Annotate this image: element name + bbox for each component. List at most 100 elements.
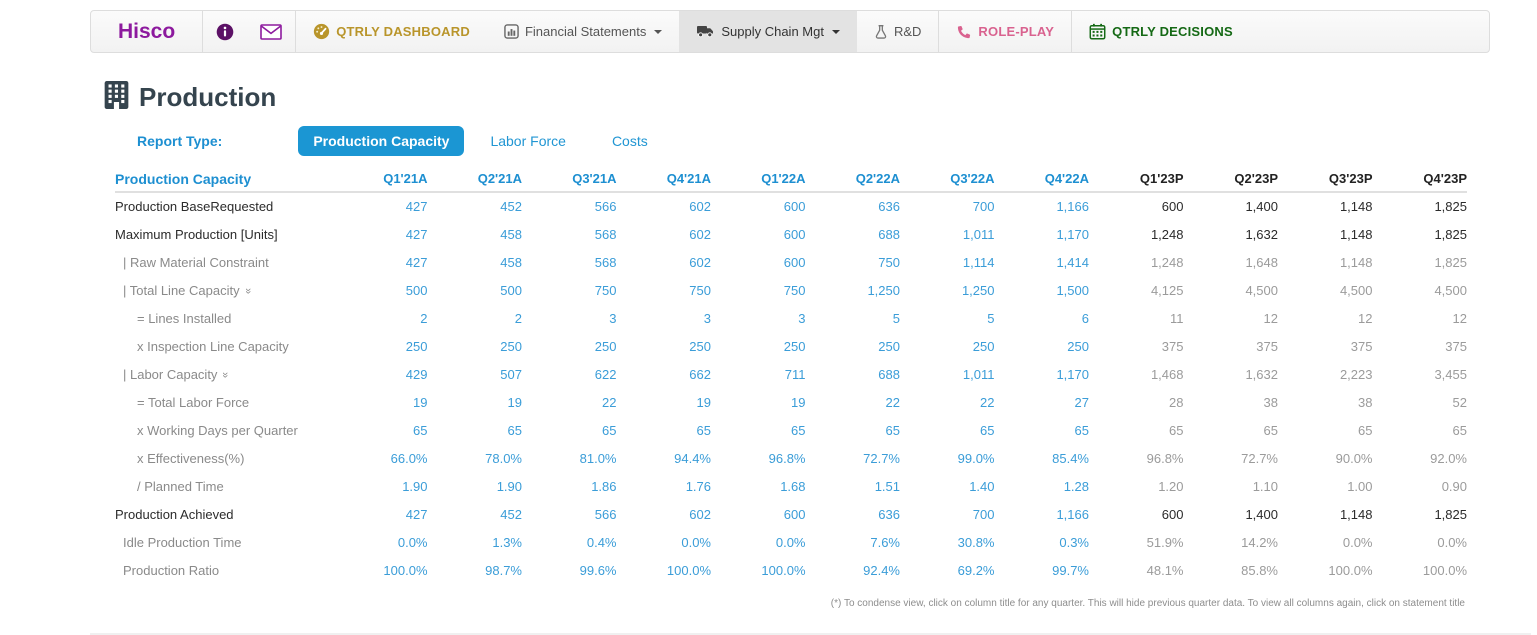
nav-item-label: QTRLY DASHBOARD: [336, 24, 470, 39]
column-header-q4-21a[interactable]: Q4'21A: [616, 166, 711, 193]
nav-qtrly-decisions[interactable]: QTRLY DECISIONS: [1072, 11, 1250, 52]
cell: 600: [783, 254, 806, 270]
column-header-q1-23p[interactable]: Q1'23P: [1089, 166, 1184, 193]
cell: 22: [885, 394, 900, 410]
cell: 375: [1161, 338, 1184, 354]
flask-icon: [874, 24, 888, 39]
cell: 1,400: [1245, 199, 1278, 214]
cell: 48.1%: [1146, 562, 1184, 578]
cell: 38: [1263, 394, 1278, 410]
phone-icon: [956, 24, 972, 40]
page-title: Production: [139, 82, 277, 112]
cell: 1,500: [1056, 282, 1089, 298]
table-row: x Effectiveness(%) 66.0% 78.0% 81.0% 94.4% 96…: [115, 444, 1467, 472]
report-type-label: Report Type:: [137, 133, 223, 149]
column-header-q3-21a[interactable]: Q3'21A: [522, 166, 617, 193]
cell: 81.0%: [579, 450, 617, 466]
nav-item-label: Supply Chain Mgt: [721, 24, 824, 39]
table-row: Idle Production Time 0.0% 1.3% 0.4% 0.0% 0.0%…: [115, 528, 1467, 556]
cell: 688: [878, 366, 900, 382]
cell: 1.3%: [492, 534, 522, 550]
row-label[interactable]: | Labor Capacity»: [123, 366, 232, 382]
cell: 250: [594, 338, 617, 354]
column-header-q4-23p[interactable]: Q4'23P: [1372, 166, 1467, 193]
cell: 1,825: [1434, 199, 1467, 214]
column-header-q4-22a[interactable]: Q4'22A: [994, 166, 1089, 193]
cell: 4,500: [1245, 282, 1278, 298]
cell: 1,148: [1339, 199, 1373, 214]
cell: 1,011: [962, 226, 995, 242]
cell: 1.51: [874, 478, 900, 494]
cell: 600: [783, 226, 806, 242]
cell: 69.2%: [957, 562, 995, 578]
table-row: | Labor Capacity» 429 507 622 662 711 688 1,011…: [115, 360, 1467, 388]
cell: 1,114: [962, 254, 995, 270]
cell: 1,250: [867, 282, 900, 298]
truck-icon: [696, 24, 715, 39]
cell: 72.7%: [1241, 450, 1278, 466]
nav-item-label: QTRLY DECISIONS: [1112, 24, 1233, 39]
cell: 5: [892, 310, 900, 326]
column-header-q2-22a[interactable]: Q2'22A: [805, 166, 900, 193]
row-label[interactable]: | Total Line Capacity»: [123, 282, 254, 298]
cell: 600: [783, 199, 806, 214]
cell: 250: [783, 338, 806, 354]
info-button[interactable]: [203, 11, 247, 52]
cell: 1,468: [1150, 366, 1184, 382]
cell: 66.0%: [390, 450, 428, 466]
dashboard-icon: [313, 23, 330, 40]
tab-production-capacity[interactable]: Production Capacity: [298, 126, 465, 156]
cell: 65: [413, 422, 428, 438]
calendar-icon: [1089, 23, 1106, 40]
cell: 600: [783, 506, 806, 522]
top-navbar: Hisco QTRLY DASHBOARD Financial Statemen…: [90, 10, 1490, 53]
nav-qtrly-dashboard[interactable]: QTRLY DASHBOARD: [296, 11, 487, 52]
cell: 52: [1452, 394, 1467, 410]
cell: 375: [1256, 338, 1278, 354]
bar-chart-icon: [504, 24, 519, 39]
table-row: Production BaseRequested 427 452 566 602 600 6…: [115, 192, 1467, 220]
mail-button[interactable]: [247, 11, 295, 52]
table-row: x Working Days per Quarter 65 65 65 65 65 65 65…: [115, 416, 1467, 444]
cell: 750: [878, 254, 900, 270]
cell: 662: [689, 366, 711, 382]
cell: 566: [594, 506, 617, 522]
cell: 65: [1169, 422, 1184, 438]
cell: 636: [878, 506, 900, 522]
nav-rnd[interactable]: R&D: [857, 11, 938, 52]
cell: 12: [1358, 310, 1373, 326]
table-title[interactable]: Production Capacity: [115, 166, 333, 193]
nav-supply-chain-mgt[interactable]: Supply Chain Mgt: [679, 11, 857, 52]
tab-labor-force[interactable]: Labor Force: [490, 133, 566, 149]
cell: 1.00: [1347, 478, 1373, 494]
column-header-q1-22a[interactable]: Q1'22A: [711, 166, 806, 193]
brand-logo[interactable]: Hisco: [118, 19, 176, 43]
cell: 250: [972, 338, 995, 354]
tab-costs[interactable]: Costs: [611, 133, 648, 149]
column-header-q3-22a[interactable]: Q3'22A: [900, 166, 995, 193]
cell: 92.4%: [863, 562, 900, 578]
cell: 458: [500, 254, 522, 270]
cell: 78.0%: [485, 450, 522, 466]
cell: 566: [594, 199, 617, 214]
cell: 250: [1067, 338, 1089, 354]
cell: 250: [878, 338, 900, 354]
cell: 427: [405, 226, 428, 242]
nav-item-label: Financial Statements: [524, 24, 647, 39]
column-header-q3-23p[interactable]: Q3'23P: [1278, 166, 1373, 193]
cell: 452: [500, 506, 522, 522]
info-icon: [216, 23, 234, 41]
column-header-q1-21a[interactable]: Q1'21A: [333, 166, 428, 193]
cell: 96.8%: [1146, 450, 1184, 466]
cell: 3: [703, 310, 711, 326]
cell: 99.0%: [957, 450, 995, 466]
cell: 602: [689, 254, 711, 270]
cell: 250: [500, 338, 522, 354]
cell: 65: [1358, 422, 1373, 438]
column-header-q2-23p[interactable]: Q2'23P: [1183, 166, 1278, 193]
nav-item-label: ROLE-PLAY: [978, 24, 1055, 39]
nav-role-play[interactable]: ROLE-PLAY: [939, 11, 1071, 52]
column-header-q2-21a[interactable]: Q2'21A: [427, 166, 522, 193]
cell: 1,166: [1056, 199, 1089, 214]
nav-financial-statements[interactable]: Financial Statements: [487, 11, 679, 52]
